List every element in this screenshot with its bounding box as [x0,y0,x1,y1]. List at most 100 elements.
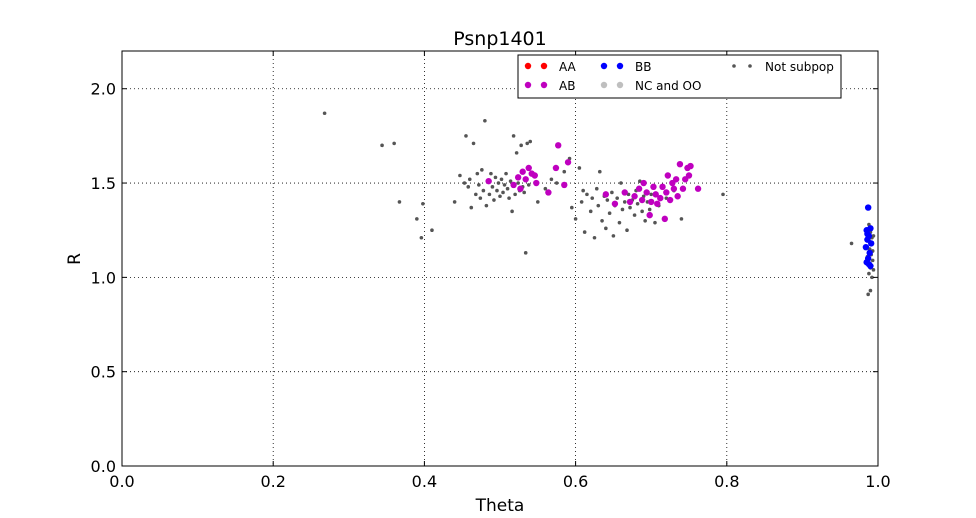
point-ab [626,198,634,206]
point-not-subpop [467,177,472,182]
x-axis-label: Theta [475,496,525,516]
point-not-subpop [471,141,476,146]
point-not-subpop [600,218,604,223]
point-bb [862,243,870,251]
point-not-subpop [397,200,402,204]
legend-marker-ab [524,81,532,89]
point-not-subpop [554,181,559,185]
point-not-subpop [469,205,474,210]
point-ab [552,164,560,172]
point-bb [867,225,874,232]
chart-title: Psnp1401 [453,28,546,50]
point-not-subpop [466,185,471,189]
point-not-subpop [867,271,871,276]
y-tick-label: 0.5 [91,363,116,382]
point-not-subpop [596,203,601,208]
point-ab [657,194,664,202]
point-not-subpop [462,181,467,185]
point-not-subpop [505,186,510,191]
point-not-subpop [474,192,478,197]
point-bb [867,262,874,270]
point-not-subpop [525,141,530,146]
point-not-subpop [496,181,501,185]
point-not-subpop [585,192,589,197]
point-ab [664,172,672,179]
point-not-subpop [871,234,876,238]
point-not-subpop [487,192,492,197]
y-tick-label: 1.0 [91,268,116,287]
point-bb [864,230,871,238]
point-bb [864,204,872,211]
x-tick-label: 0.6 [563,472,588,491]
point-ab [485,177,492,185]
legend-label-not-subpop: Not subpop [765,60,834,74]
legend-markers [524,62,752,89]
point-not-subpop [635,201,640,206]
point-not-subpop [866,292,870,297]
x-tick-label: 0.2 [260,472,285,491]
y-axis-label: R [65,253,85,265]
point-not-subpop [570,205,574,210]
point-not-subpop [452,200,457,204]
point-ab [650,183,657,191]
point-ab [654,200,661,207]
point-not-subpop [581,188,585,193]
point-not-subpop [516,181,520,185]
legend-marker-nc-and-oo [616,81,624,89]
y-tick-label: 1.5 [91,174,116,193]
point-not-subpop [617,220,622,225]
legend-marker-nc-and-oo [600,81,608,89]
point-not-subpop [523,251,528,255]
point-not-subpop [481,188,486,193]
point-not-subpop [588,209,593,214]
point-ab [666,196,674,204]
point-not-subpop [419,235,424,240]
point-ab [652,191,659,198]
point-not-subpop [721,192,725,197]
point-ab [648,198,655,206]
point-not-subpop [519,143,523,148]
point-not-subpop [430,228,434,233]
point-not-subpop [489,171,493,176]
point-not-subpop [478,196,483,200]
point-not-subpop [483,118,487,123]
point-not-subpop [514,151,519,155]
point-not-subpop [628,205,632,210]
point-not-subpop [492,198,496,202]
point-not-subpop [484,203,489,208]
point-not-subpop [493,175,498,180]
point-not-subpop [604,226,608,231]
axis-ticks: 0.0 0.2 0.4 0.6 0.8 1.0 0.0 0.5 1.0 1.5 2.0 [91,51,891,491]
point-ab [663,189,670,196]
point-ab [611,200,619,207]
point-not-subpop [510,209,514,214]
x-tick-label: 0.8 [714,472,739,491]
point-not-subpop [508,179,513,183]
point-not-subpop [504,171,508,176]
point-ab [545,189,552,196]
legend-label-bb: BB [635,60,651,74]
point-ab [661,215,669,223]
point-ab [646,211,653,219]
point-not-subpop [649,192,653,197]
point-not-subpop [501,190,505,195]
point-not-subpop [632,213,637,217]
legend-marker-bb [616,62,624,70]
point-not-subpop [543,186,548,191]
point-not-subpop [868,288,873,293]
point-not-subpop [477,183,481,187]
point-ab [517,185,524,192]
point-ab [519,168,526,175]
point-not-subpop [522,190,526,195]
point-not-subpop [610,190,614,195]
legend: AA AB BB NC and OO Not subpop [517,54,842,99]
point-not-subpop [322,111,327,116]
point-not-subpop [870,258,875,263]
point-not-subpop [573,217,578,221]
point-not-subpop [475,171,480,176]
point-not-subpop [647,207,652,212]
point-ab [602,191,610,198]
point-not-subpop [549,177,554,182]
point-ab [510,181,517,189]
